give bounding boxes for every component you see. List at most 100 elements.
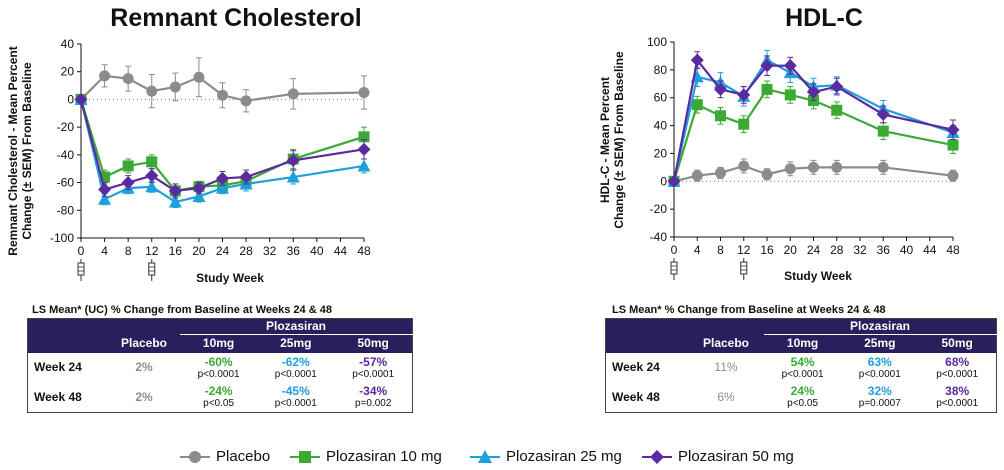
pct-value: 54%: [790, 354, 815, 369]
y-tick-label: 40: [61, 37, 75, 51]
legend-label: Placebo: [216, 448, 271, 465]
cell-50mg: 38% p<0.0001: [918, 382, 997, 413]
square-marker-icon: [290, 451, 320, 463]
x-tick-label: 36: [877, 243, 891, 257]
left-stats-table: Plozasiran Placebo 10mg 25mg 50mg Week 2…: [27, 318, 413, 413]
data-point: [122, 73, 134, 85]
placebo-value: 11%: [688, 352, 764, 383]
y-tick-label: -40: [650, 230, 668, 244]
pct-value: -60%: [204, 354, 233, 369]
x-tick-label: 12: [145, 244, 159, 258]
data-point: [168, 195, 182, 208]
data-point: [146, 85, 158, 97]
y-tick-label: -100: [50, 231, 74, 245]
cell-10mg: -60% p<0.0001: [180, 352, 258, 383]
x-tick-label: 0: [671, 243, 678, 257]
data-point: [714, 82, 727, 96]
data-point: [691, 170, 703, 182]
y-tick-label: 40: [654, 119, 668, 133]
x-tick-label: 24: [807, 243, 821, 257]
data-point: [145, 180, 159, 193]
pct-value: 32%: [867, 384, 892, 399]
p-value: p<0.0001: [274, 368, 317, 380]
data-point: [947, 170, 959, 182]
row-label: Week 24: [27, 352, 108, 383]
pct-value: 24%: [790, 384, 815, 399]
x-tick-label: 44: [334, 244, 348, 258]
series-line: [79, 99, 365, 204]
data-point: [192, 181, 206, 195]
p-value: p<0.0001: [274, 398, 317, 410]
data-point: [98, 183, 112, 196]
data-point: [876, 107, 890, 121]
data-point: [122, 160, 134, 172]
x-tick-label: 40: [900, 243, 914, 257]
y-tick-label: 20: [654, 146, 668, 160]
table-row: Week 48 6% 24% p<0.05 32% p=0.0007 38% p<0.…: [605, 382, 997, 413]
data-point: [783, 59, 797, 73]
col-header-10mg: 10mg: [180, 334, 258, 353]
syringe-dose-icon: [740, 258, 748, 280]
col-header-25mg: 25mg: [841, 334, 919, 353]
p-value: p<0.0001: [936, 398, 979, 410]
col-header-50mg: 50mg: [334, 334, 413, 353]
syringe-dose-icon: [670, 258, 678, 280]
data-point: [831, 161, 843, 173]
p-value: p<0.0001: [197, 368, 240, 380]
placebo-value: 2%: [108, 382, 180, 413]
data-point: [98, 192, 112, 205]
pct-value: 68%: [945, 354, 970, 369]
y-tick-label: -80: [57, 203, 75, 217]
x-tick-label: 48: [946, 243, 960, 257]
placebo-value: 2%: [108, 352, 180, 383]
data-point: [760, 59, 774, 73]
cell-50mg: -57% p<0.0001: [334, 352, 413, 383]
triangle-marker-icon: [470, 450, 500, 463]
hdl-c-chart: HDL-C HDL-C - Mean Percent Change (± SEM…: [598, 4, 960, 283]
pct-value: -45%: [281, 384, 310, 399]
x-tick-label: 40: [310, 244, 324, 258]
legend-label: Plozasiran 25 mg: [506, 448, 622, 465]
legend: Placebo Plozasiran 10 mg Plozasiran 25 m…: [178, 446, 828, 468]
pct-value: -62%: [281, 354, 310, 369]
data-point: [808, 161, 819, 173]
series-line: [672, 57, 954, 182]
plozasiran-group-header: Plozasiran: [180, 318, 413, 335]
p-value: p=0.002: [354, 398, 392, 410]
y-tick-label: 100: [647, 35, 667, 49]
x-tick-label: 4: [101, 244, 108, 258]
y-tick-label: 80: [654, 63, 668, 77]
p-value: p<0.05: [203, 398, 235, 410]
row-label: Week 48: [27, 382, 108, 413]
data-point: [216, 181, 229, 194]
cell-10mg: 54% p<0.0001: [764, 352, 842, 383]
x-tick-label: 0: [78, 244, 85, 258]
x-tick-label: 4: [694, 243, 701, 257]
data-point: [715, 167, 726, 179]
cell-50mg: 68% p<0.0001: [918, 352, 997, 383]
col-header-25mg: 25mg: [257, 334, 335, 353]
placebo-col-header: Placebo: [108, 334, 180, 353]
y-tick-label: -60: [57, 176, 75, 190]
data-point: [286, 170, 300, 183]
legend-label: Plozasiran 10 mg: [326, 448, 442, 465]
y-axis-label-line1: HDL-C - Mean Percent: [598, 77, 612, 203]
x-tick-label: 12: [737, 243, 751, 257]
y-tick-label: 0: [660, 174, 667, 188]
data-point: [99, 171, 111, 183]
y-tick-label: 60: [654, 91, 668, 105]
x-axis-label: Study Week: [196, 271, 264, 285]
placebo-value: 6%: [688, 382, 764, 413]
row-label: Week 24: [605, 352, 688, 383]
chart-title: HDL-C: [785, 4, 863, 32]
right-stats-table: Plozasiran Placebo 10mg 25mg 50mg Week 2…: [605, 318, 997, 413]
p-value: p=0.0007: [858, 398, 901, 410]
y-axis-label-line1: Remnant Cholesterol - Mean Percent: [6, 46, 20, 255]
left-table-caption: LS Mean* (UC) % Change from Baseline at …: [32, 304, 332, 316]
remnant-cholesterol-chart: Remnant Cholesterol Remnant Cholesterol …: [6, 4, 371, 285]
cell-25mg: -62% p<0.0001: [257, 352, 335, 383]
y-tick-label: -20: [57, 120, 75, 134]
data-point: [145, 169, 159, 183]
series-line: [672, 88, 954, 182]
